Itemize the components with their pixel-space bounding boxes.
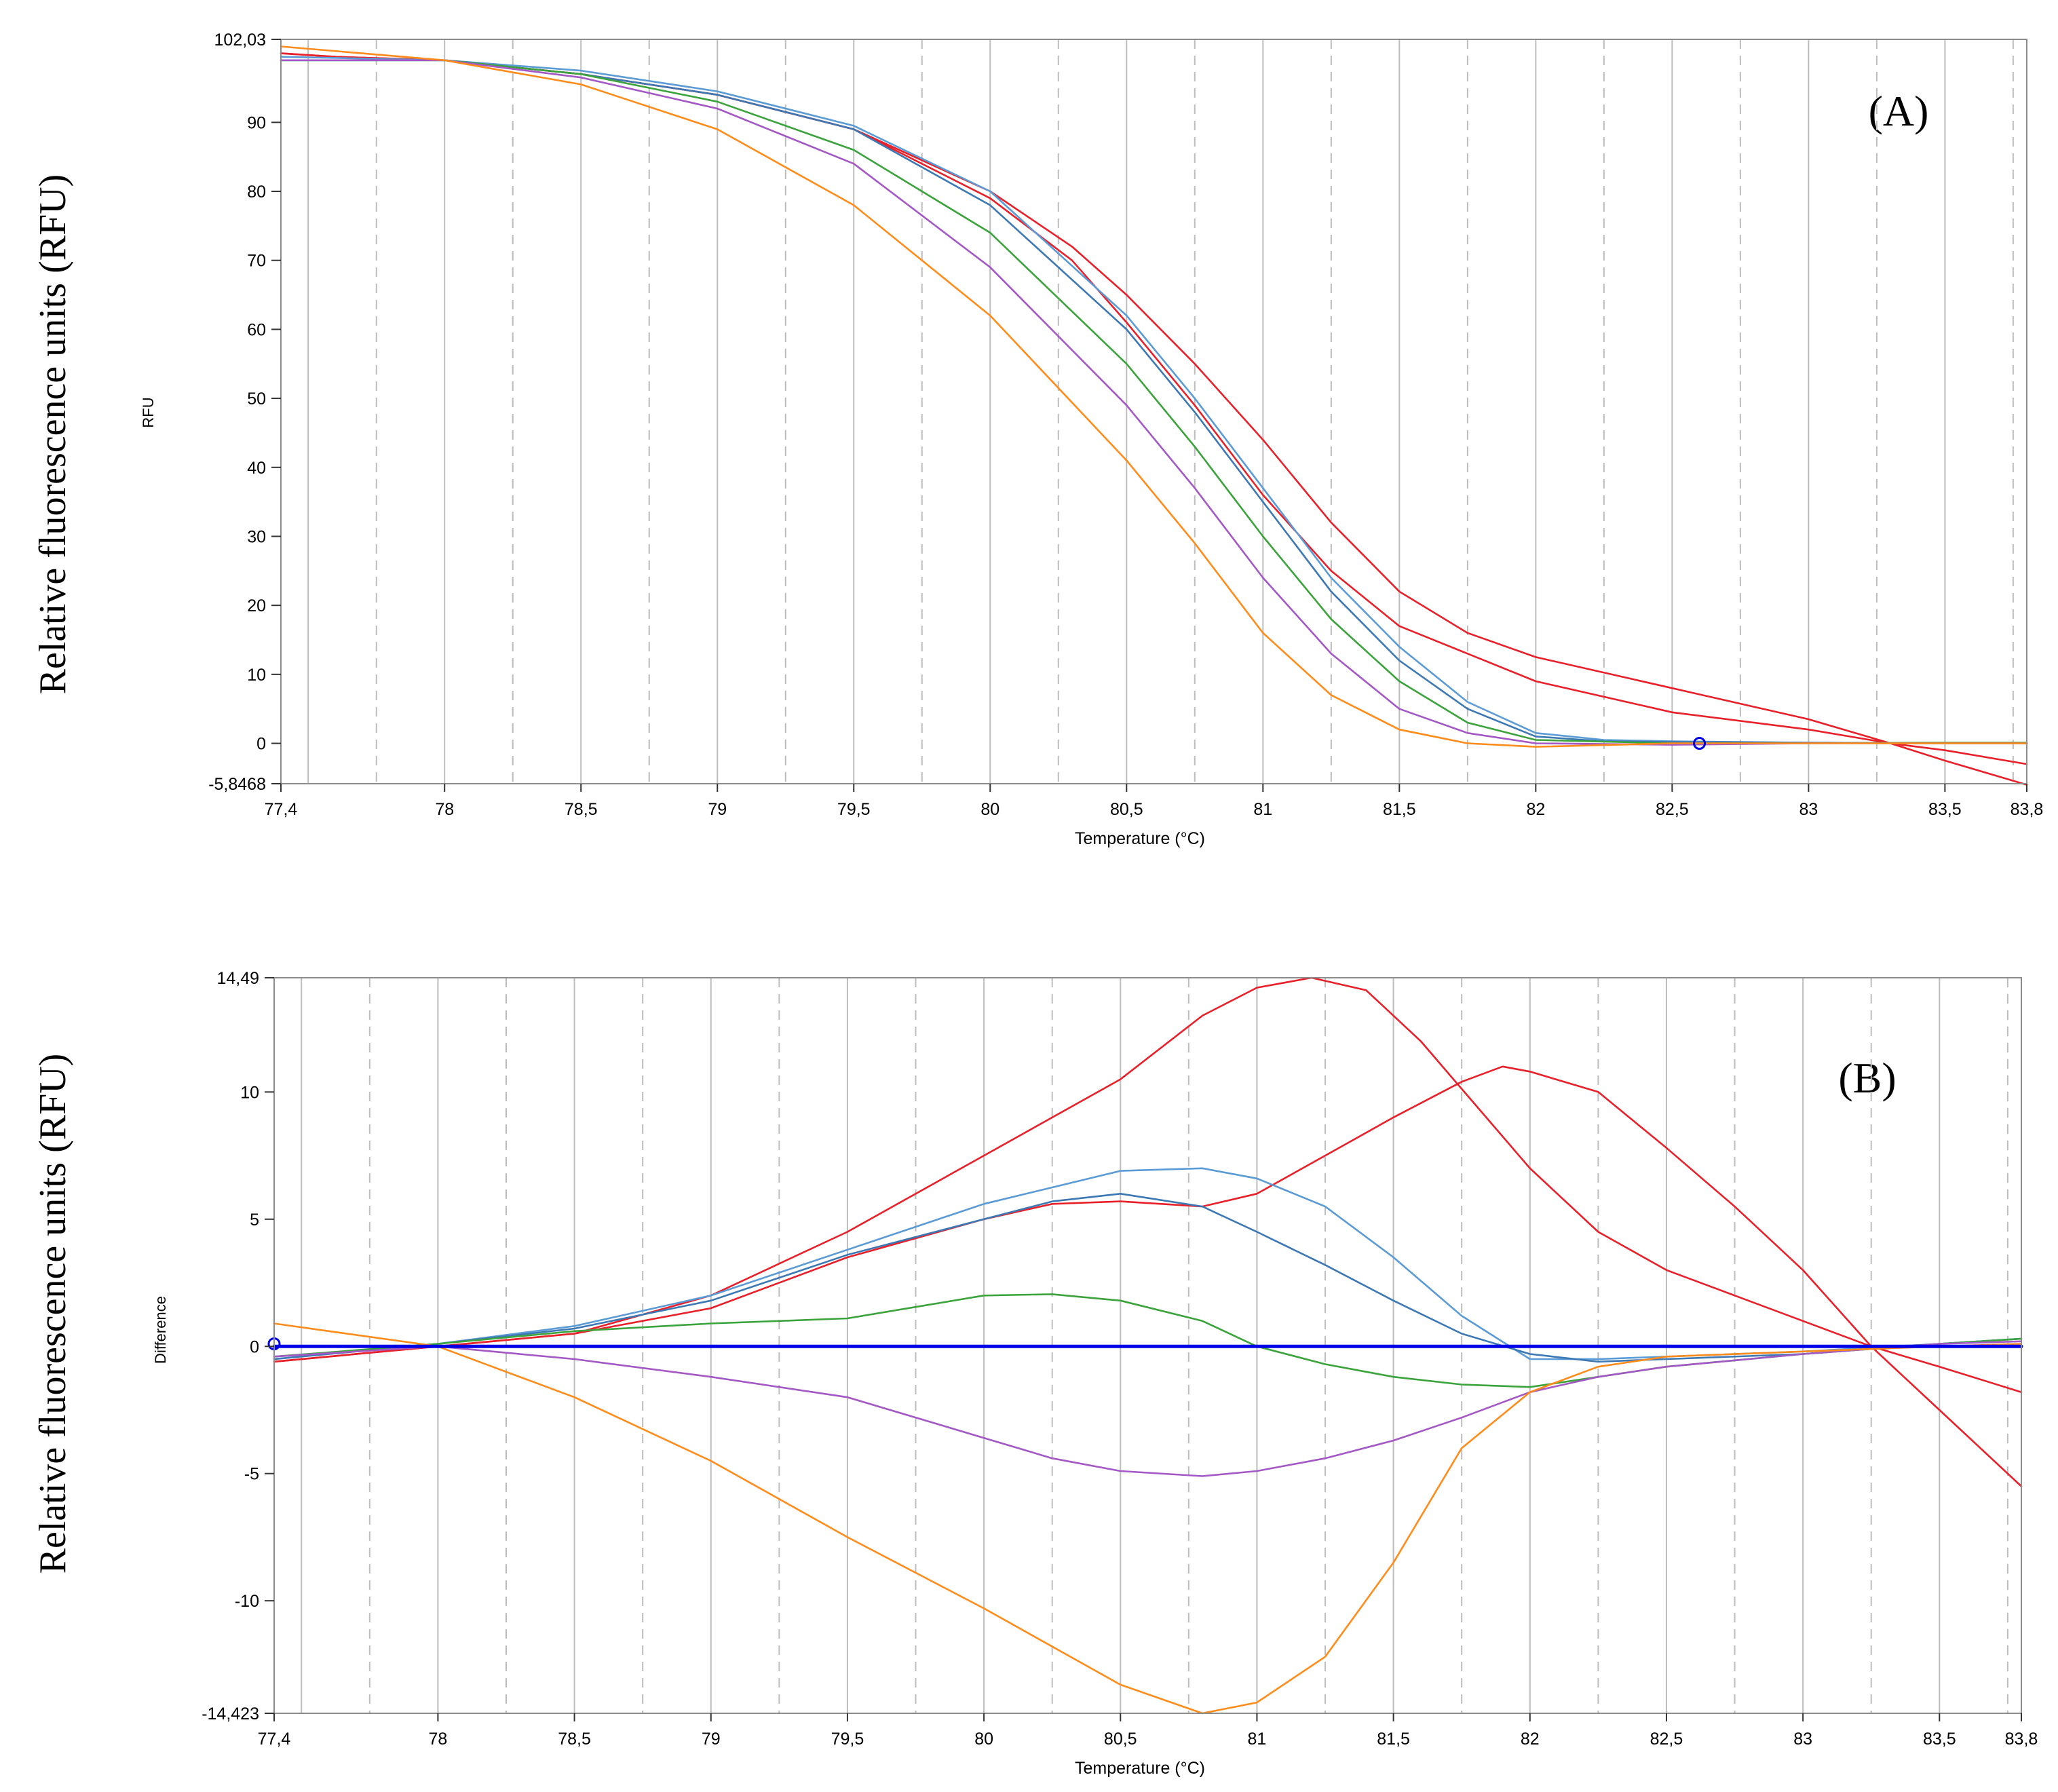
series-line-lightblue (280, 56, 2028, 744)
y-tick-label: -14,423 (202, 1704, 259, 1723)
series-line-purple (280, 59, 2028, 746)
panel-label-a: (A) (1869, 87, 1929, 135)
x-tick-label: 81,5 (1377, 1730, 1410, 1749)
series-line-steelblue (273, 1193, 2023, 1363)
outer-y-axis-label-a: Relative fluorescence units (RFU) (32, 174, 74, 695)
x-tick-label: 77,4 (258, 1730, 291, 1749)
x-tick-label: 78,5 (558, 1730, 591, 1749)
x-tick-label: 80,5 (1110, 800, 1143, 819)
y-tick-label: 0 (256, 735, 266, 754)
axes-b: 77,4 78 78,5 79 79,5 80 80,5 81 81,5 82 82,5 83 83,5… (202, 969, 2038, 1749)
x-tick-label: 81 (1253, 800, 1272, 819)
x-tick-label: 80 (974, 1730, 993, 1749)
series-line-purple (273, 1340, 2023, 1477)
series-line-orange (280, 45, 2028, 748)
y-tick-label: -10 (235, 1592, 259, 1611)
series-line-lightblue (273, 1167, 2023, 1360)
x-tick-label: 81 (1248, 1730, 1267, 1749)
x-tick-label: 78 (435, 800, 454, 819)
y-axis-label-b: Difference (152, 1296, 169, 1364)
y-tick-label: 50 (247, 389, 266, 408)
y-tick-label: 20 (247, 596, 266, 615)
plot-frame-b (273, 977, 2022, 1714)
y-tick-label: 40 (247, 459, 266, 478)
x-tick-label: 79,5 (831, 1730, 864, 1749)
x-tick-label: 78 (429, 1730, 448, 1749)
panel-b: Relative fluorescence units (RFU) Differ… (32, 969, 2038, 1778)
x-tick-label: 81,5 (1383, 800, 1416, 819)
y-tick-label: 5 (250, 1210, 259, 1229)
x-tick-label: 83 (1793, 1730, 1812, 1749)
x-tick-label: 82,5 (1650, 1730, 1683, 1749)
series-line-red-2 (273, 1065, 2023, 1487)
y-tick-label: 10 (247, 666, 266, 685)
x-axis-label-b: Temperature (°C) (1075, 1759, 1205, 1778)
series-group-a (280, 45, 2028, 786)
outer-y-axis-label-b: Relative fluorescence units (RFU) (32, 1054, 74, 1574)
x-tick-label: 83,8 (2005, 1730, 2038, 1749)
panel-a: Relative fluorescence units (RFU) RFU Te… (32, 31, 2043, 848)
series-line-red-1 (273, 976, 2023, 1393)
y-tick-label: 70 (247, 252, 266, 271)
x-tick-label: 79 (708, 800, 727, 819)
series-line-green (280, 59, 2028, 744)
y-tick-label: 30 (247, 527, 266, 546)
series-line-steelblue (280, 59, 2028, 744)
x-tick-label: 78,5 (565, 800, 598, 819)
axes-a: 77,4 78 78,5 79 79,5 80 80,5 81 81,5 82 82,5 83 83,5… (208, 31, 2043, 819)
x-tick-label: 79,5 (837, 800, 871, 819)
x-tick-label: 83 (1799, 800, 1818, 819)
x-tick-label: 80 (980, 800, 999, 819)
x-tick-label: 79 (702, 1730, 721, 1749)
panel-label-b: (B) (1838, 1054, 1896, 1102)
x-tick-label: 83,5 (1923, 1730, 1956, 1749)
plot-frame-a (280, 39, 2027, 784)
x-tick-label: 83,5 (1928, 800, 1962, 819)
grid-a (280, 39, 2027, 784)
series-line-green (273, 1293, 2023, 1388)
y-tick-label: 14,49 (216, 969, 259, 988)
series-line-red-1 (280, 52, 2028, 786)
y-tick-label: -5,8468 (208, 775, 266, 794)
data-marker (1693, 737, 1707, 750)
y-tick-label: 60 (247, 320, 266, 339)
series-group-b (267, 976, 2023, 1715)
y-axis-label-a: RFU (140, 397, 157, 427)
y-tick-label: 90 (247, 113, 266, 132)
y-tick-label: -5 (244, 1465, 259, 1484)
x-tick-label: 80,5 (1104, 1730, 1137, 1749)
x-tick-label: 77,4 (265, 800, 298, 819)
x-tick-label: 83,8 (2011, 800, 2044, 819)
y-tick-label: 0 (250, 1337, 259, 1356)
x-tick-label: 82 (1526, 800, 1545, 819)
x-tick-label: 82 (1521, 1730, 1540, 1749)
series-line-orange (273, 1322, 2023, 1715)
series-line-red-2 (280, 52, 2028, 765)
y-tick-label: 80 (247, 183, 266, 202)
y-tick-label: 10 (240, 1083, 259, 1102)
x-axis-label-a: Temperature (°C) (1075, 829, 1205, 848)
y-tick-label: 102,03 (214, 31, 266, 50)
x-tick-label: 82,5 (1656, 800, 1689, 819)
